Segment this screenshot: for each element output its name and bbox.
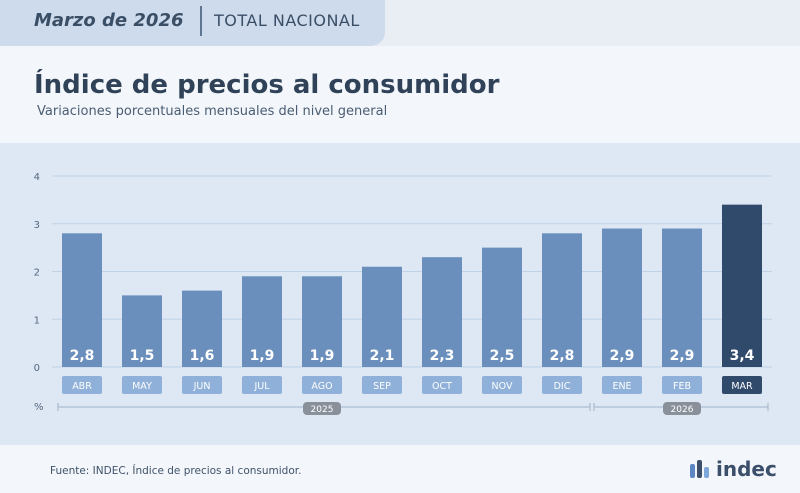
header-tab: Marzo de 2026 TOTAL NACIONAL	[0, 0, 385, 46]
y-tick-label: 3	[34, 220, 40, 231]
year-tag-label: 2026	[671, 405, 694, 415]
bar	[242, 276, 282, 367]
header-divider	[200, 6, 202, 36]
bar-value-label: 2,8	[70, 348, 95, 364]
chart-title: Índice de precios al consumidor	[34, 70, 500, 100]
y-axis-unit: %	[34, 402, 44, 413]
x-tick-label: JUL	[253, 381, 270, 392]
bar	[542, 233, 582, 367]
indec-logo: indec	[690, 455, 790, 483]
bar-value-label: 2,9	[670, 348, 695, 364]
category-pill	[422, 376, 462, 394]
x-tick-label: ENE	[612, 381, 631, 392]
year-tag	[303, 402, 341, 415]
x-tick-label: MAR	[731, 381, 753, 392]
x-tick-label: AGO	[311, 381, 332, 392]
x-tick-label: MAY	[132, 381, 152, 392]
bar	[182, 290, 222, 367]
bar-value-label: 2,5	[490, 348, 515, 364]
indec-logo-text: indec	[716, 457, 777, 481]
category-pill	[362, 376, 402, 394]
bar-value-label: 2,1	[370, 348, 395, 364]
x-tick-label: OCT	[432, 381, 452, 392]
x-tick-label: FEB	[673, 381, 691, 392]
bar	[62, 233, 102, 367]
year-tag	[663, 402, 701, 415]
source-note: Fuente: INDEC, Índice de precios al cons…	[50, 465, 302, 477]
bar-value-label: 1,9	[310, 348, 335, 364]
x-tick-label: ABR	[72, 381, 92, 392]
bar	[362, 266, 402, 367]
category-pill	[182, 376, 222, 394]
indec-logo-icon	[690, 460, 709, 478]
category-pill	[242, 376, 282, 394]
y-tick-label: 2	[34, 268, 40, 279]
category-pill	[122, 376, 162, 394]
category-pill	[62, 376, 102, 394]
bar	[602, 228, 642, 367]
bar	[722, 204, 762, 367]
x-tick-label: SEP	[373, 381, 391, 392]
report-period: Marzo de 2026	[34, 10, 184, 31]
bar-value-label: 3,4	[730, 348, 755, 364]
chart-subtitle: Variaciones porcentuales mensuales del n…	[37, 104, 388, 119]
bar	[482, 247, 522, 367]
bar-value-label: 2,3	[430, 348, 455, 364]
category-pill	[722, 376, 762, 394]
year-tag-label: 2025	[311, 405, 334, 415]
category-pill	[542, 376, 582, 394]
category-pill	[602, 376, 642, 394]
category-pill	[662, 376, 702, 394]
y-tick-label: 0	[34, 363, 40, 374]
bar-value-label: 1,6	[190, 348, 215, 364]
category-pill	[482, 376, 522, 394]
report-scope: TOTAL NACIONAL	[214, 11, 360, 30]
bar	[122, 295, 162, 367]
bar-value-label: 1,9	[250, 348, 275, 364]
bar-value-label: 1,5	[130, 348, 155, 364]
bar	[302, 276, 342, 367]
category-pill	[302, 376, 342, 394]
y-tick-label: 4	[34, 172, 40, 183]
bar-value-label: 2,8	[550, 348, 575, 364]
y-tick-label: 1	[34, 315, 40, 326]
bar-value-label: 2,9	[610, 348, 635, 364]
bar	[662, 228, 702, 367]
bar	[422, 257, 462, 367]
x-tick-label: JUN	[193, 381, 211, 392]
x-tick-label: DIC	[554, 381, 571, 392]
x-tick-label: NOV	[492, 381, 513, 392]
